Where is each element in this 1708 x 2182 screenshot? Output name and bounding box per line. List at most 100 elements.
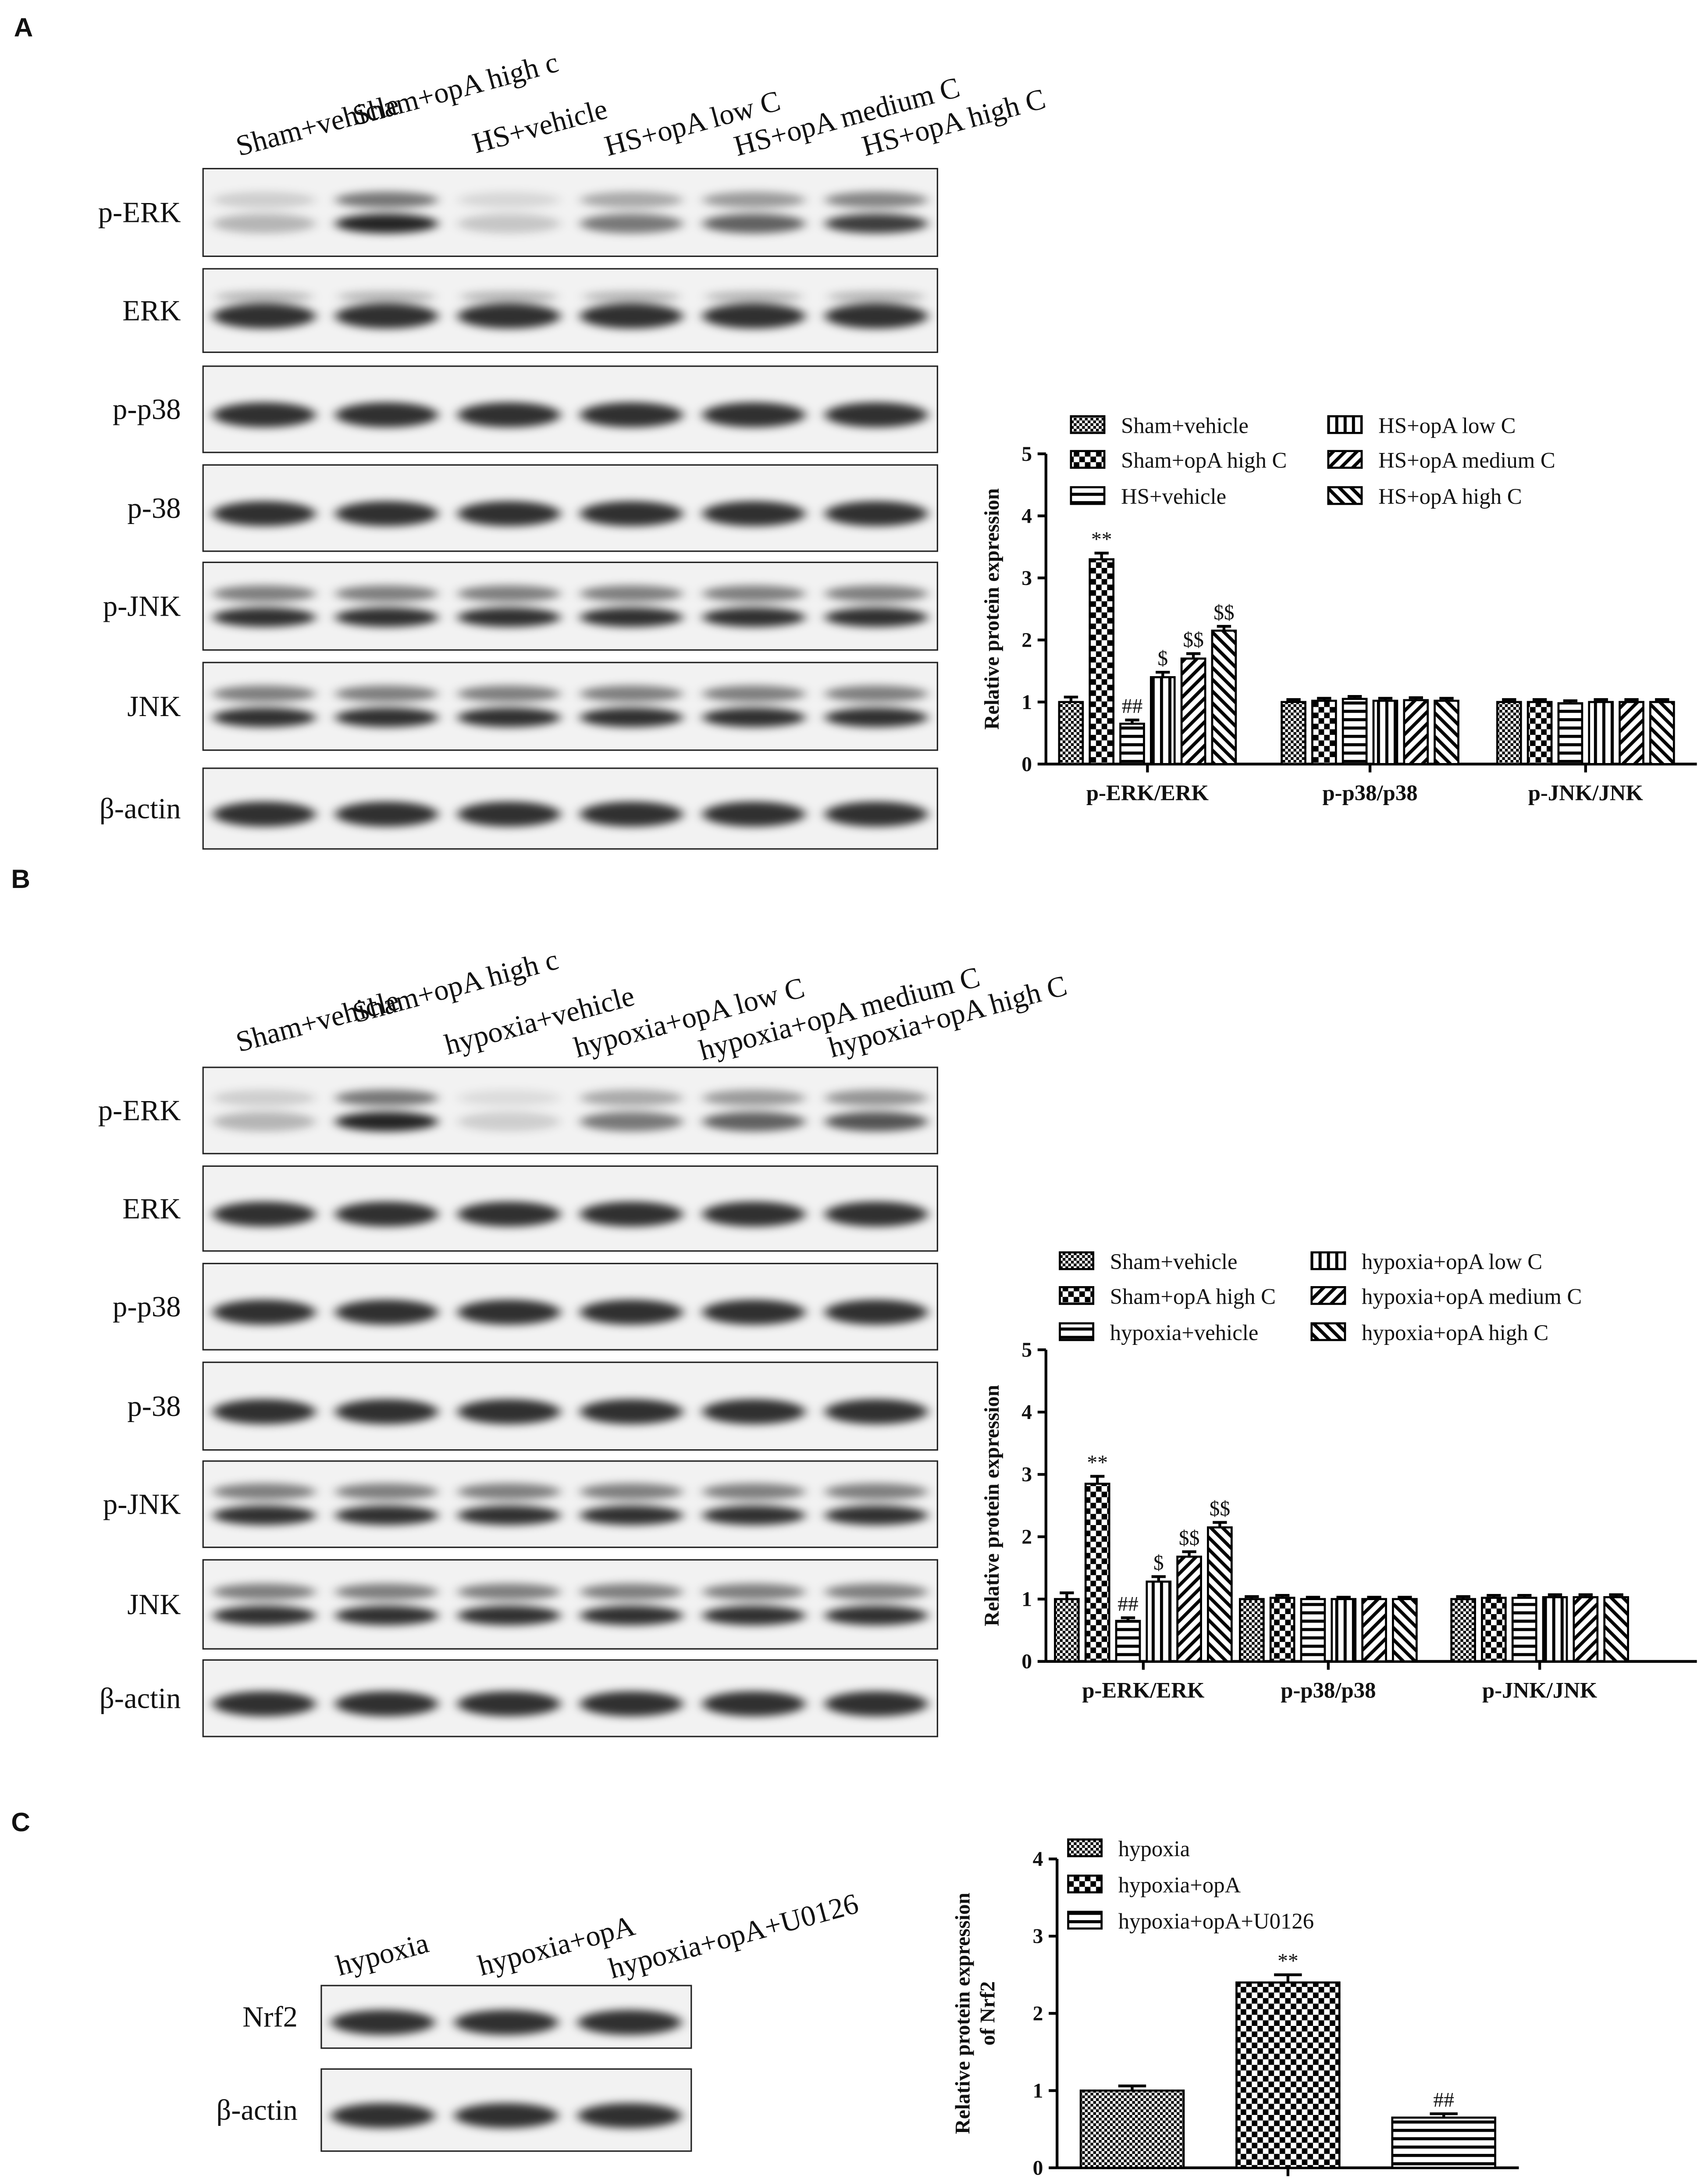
blot-bands [213,1483,928,1525]
y-tick-label: 4 [1033,1848,1043,1871]
x-tick-label: p-JNK/JNK [1482,1678,1598,1702]
y-tick-label: 0 [1021,1651,1032,1673]
blot-frame [202,365,938,453]
error-bar [1347,695,1362,699]
error-bar [1094,552,1109,560]
band [702,1483,805,1500]
band [580,1202,683,1227]
band [825,1202,928,1227]
band [454,2103,558,2129]
error-bar [1532,698,1547,702]
legend-label: hypoxia+opA medium C [1362,1284,1582,1308]
y-tick-label: 1 [1021,1588,1032,1611]
y-tick-label: 1 [1021,691,1032,714]
band [825,585,928,602]
band [457,214,561,234]
band [335,607,438,627]
bar [1058,701,1084,765]
band [702,1299,805,1325]
bar [1300,1598,1326,1663]
bar [1392,1598,1418,1663]
band [213,1583,316,1601]
error-bar [1456,1595,1470,1599]
significance-label: $$ [1183,629,1204,652]
band [702,1399,805,1424]
legend-swatch [1059,1251,1095,1270]
band [580,402,683,428]
row-label: ERK [122,1193,181,1225]
bar [1115,1620,1141,1663]
row-label: β-actin [100,1683,181,1715]
error-bar [1609,1593,1623,1597]
bar [1281,701,1306,765]
blot-frame [202,1559,938,1650]
row-label: β-actin [216,2094,298,2126]
significance-label: ## [1122,695,1143,718]
band [825,1505,928,1525]
band [580,1399,683,1424]
error-bar [1378,697,1393,701]
bar [1119,723,1145,765]
row-label: JNK [127,691,181,723]
band [702,1583,805,1601]
legend-label: hypoxia [1118,1836,1190,1861]
legend-swatch [1059,1322,1095,1341]
band [827,291,925,303]
error-bar [1306,1596,1320,1599]
band [457,707,561,727]
band [213,303,316,329]
band [825,1299,928,1325]
band [457,1583,561,1601]
legend-swatch [1310,1322,1346,1341]
band [335,1112,438,1132]
row-label: p-ERK [98,1095,181,1127]
band [825,1691,928,1717]
band [335,1505,438,1525]
blot-bands [213,1202,928,1227]
legend-label: Sham+opA high C [1110,1284,1276,1308]
band [457,501,561,526]
band [457,1399,561,1424]
band [825,707,928,727]
band [457,1505,561,1525]
band [457,685,561,702]
row-label: p-ERK [98,197,181,229]
row-label: p-38 [127,492,181,524]
panel-label: B [11,864,30,894]
band [580,1112,683,1132]
band [702,402,805,428]
band [335,1299,438,1325]
blot-frame [202,1460,938,1548]
legend-swatch [1327,450,1363,469]
band [213,1112,316,1132]
band [457,1483,561,1500]
band [825,1399,928,1424]
blot-frame [202,767,938,850]
band [457,607,561,627]
bar [1557,702,1583,765]
bar [1211,629,1237,765]
band [335,303,438,329]
band [335,501,438,526]
band [213,585,316,602]
band [825,1112,928,1132]
row-label: JNK [127,1589,181,1621]
bar [1588,701,1614,765]
x-tick-label: p-p38/p38 [1281,1678,1376,1702]
y-tick-label: 2 [1033,2002,1043,2025]
significance-label: ## [1117,1593,1139,1615]
error-bar [1398,1596,1412,1599]
band [825,191,928,208]
band [580,501,683,526]
blot-bands [213,1691,928,1717]
band [702,1112,805,1132]
band [825,1583,928,1601]
band [825,1605,928,1626]
error-bar [1151,1575,1166,1582]
blot-bands [213,1399,928,1424]
legend-swatch [1067,1874,1103,1893]
bar [1207,1526,1233,1663]
band [457,303,561,329]
band [580,1691,683,1717]
